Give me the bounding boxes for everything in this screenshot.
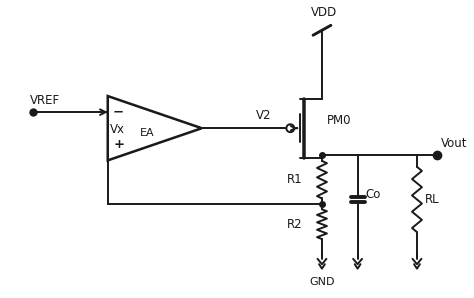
Text: V2: V2	[256, 109, 271, 122]
Text: +: +	[113, 138, 124, 151]
Text: VREF: VREF	[30, 94, 60, 107]
Text: R2: R2	[287, 218, 302, 231]
Text: RL: RL	[425, 193, 439, 206]
Text: VDD: VDD	[311, 6, 337, 19]
Text: PM0: PM0	[327, 114, 351, 127]
Text: GND: GND	[309, 277, 335, 287]
Text: EA: EA	[139, 128, 154, 138]
Text: R1: R1	[287, 173, 302, 186]
Text: −: −	[113, 106, 124, 119]
Text: Vx: Vx	[110, 123, 125, 136]
Text: Vout: Vout	[441, 137, 467, 150]
Text: Co: Co	[365, 188, 381, 201]
